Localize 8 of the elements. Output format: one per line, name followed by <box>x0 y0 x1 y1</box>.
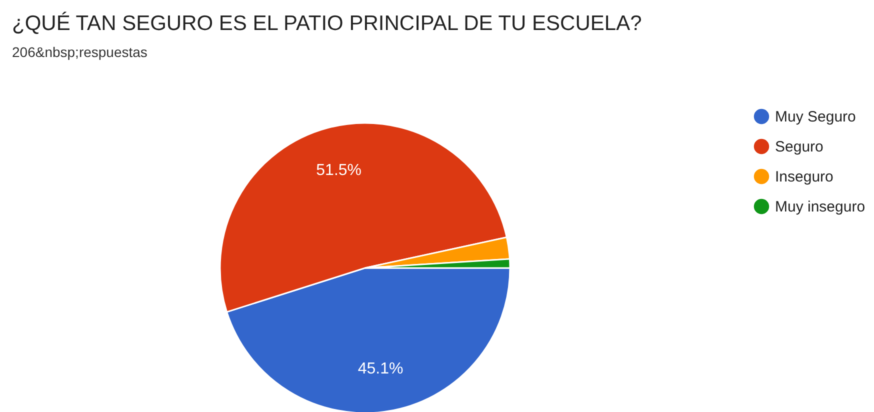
legend-label: Muy inseguro <box>775 198 866 216</box>
legend-label: Seguro <box>775 138 824 156</box>
legend-label: Inseguro <box>775 168 834 186</box>
data-label: 45.1% <box>358 360 404 378</box>
text: 206&nbsp;respuestas <box>12 44 148 60</box>
legend-label: Muy Seguro <box>775 108 856 126</box>
chart-title: ¿QUÉ TAN SEGURO ES EL PATIO PRINCIPAL DE TU ESCUELA? <box>12 11 642 35</box>
data-label: 51.5% <box>316 162 362 179</box>
